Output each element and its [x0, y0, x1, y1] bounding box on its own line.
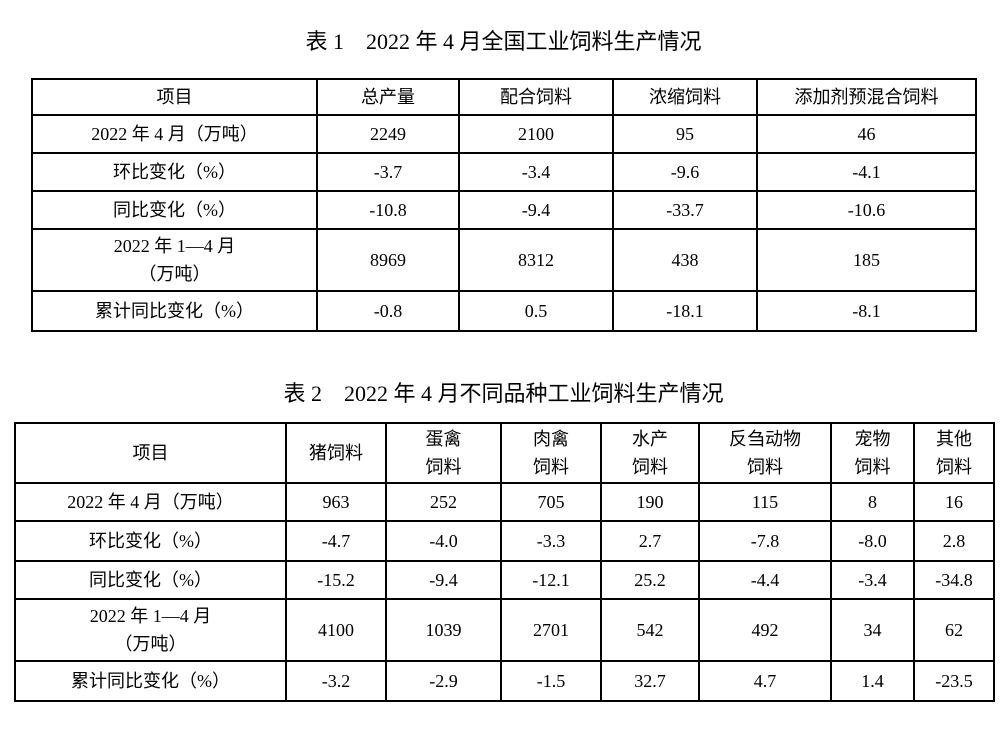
data-cell: 8: [830, 482, 915, 522]
data-cell: -3.2: [285, 660, 387, 702]
column-header: 蛋禽 饲料: [385, 422, 502, 484]
table-row: 累计同比变化（%） -3.2 -2.9 -1.5 32.7 4.7 1.4 -2…: [14, 660, 995, 702]
data-cell: -10.6: [756, 190, 977, 230]
row-label: 同比变化（%）: [31, 190, 318, 230]
data-cell: 95: [612, 114, 758, 154]
data-cell: -9.4: [385, 560, 502, 600]
table-row: 环比变化（%） -4.7 -4.0 -3.3 2.7 -7.8 -8.0 2.8: [14, 520, 995, 562]
data-cell: -7.8: [698, 520, 832, 562]
data-cell: 46: [756, 114, 977, 154]
data-cell: -8.1: [756, 290, 977, 332]
table-row: 同比变化（%） -15.2 -9.4 -12.1 25.2 -4.4 -3.4 …: [14, 560, 995, 600]
table-row: 累计同比变化（%） -0.8 0.5 -18.1 -8.1: [31, 290, 977, 332]
data-cell: -3.4: [830, 560, 915, 600]
data-cell: 2701: [500, 598, 602, 662]
data-cell: 492: [698, 598, 832, 662]
column-header: 浓缩饲料: [612, 78, 758, 116]
column-header: 其他 饲料: [913, 422, 995, 484]
data-cell: 963: [285, 482, 387, 522]
column-header: 配合饲料: [458, 78, 614, 116]
data-cell: 2100: [458, 114, 614, 154]
data-cell: -4.7: [285, 520, 387, 562]
row-label: 2022 年 1—4 月 （万吨）: [14, 598, 287, 662]
data-cell: 4.7: [698, 660, 832, 702]
data-cell: -18.1: [612, 290, 758, 332]
table-row: 环比变化（%） -3.7 -3.4 -9.6 -4.1: [31, 152, 977, 192]
data-cell: -1.5: [500, 660, 602, 702]
table2-header-row: 项目 猪饲料 蛋禽 饲料 肉禽 饲料 水产 饲料 反刍动物 饲料 宠物 饲料 其…: [14, 422, 995, 484]
data-cell: -3.7: [316, 152, 460, 192]
table1: 项目 总产量 配合饲料 浓缩饲料 添加剂预混合饲料 2022 年 4 月（万吨）…: [31, 78, 977, 332]
row-label: 2022 年 4 月（万吨）: [14, 482, 287, 522]
row-label: 累计同比变化（%）: [31, 290, 318, 332]
column-header: 肉禽 饲料: [500, 422, 602, 484]
data-cell: 252: [385, 482, 502, 522]
data-cell: -15.2: [285, 560, 387, 600]
data-cell: 62: [913, 598, 995, 662]
data-cell: -8.0: [830, 520, 915, 562]
data-cell: 34: [830, 598, 915, 662]
data-cell: -9.4: [458, 190, 614, 230]
data-cell: 705: [500, 482, 602, 522]
row-label: 2022 年 1—4 月 （万吨）: [31, 228, 318, 292]
column-header: 添加剂预混合饲料: [756, 78, 977, 116]
table-row: 2022 年 1—4 月 （万吨） 8969 8312 438 185: [31, 228, 977, 292]
data-cell: -3.3: [500, 520, 602, 562]
data-cell: 1.4: [830, 660, 915, 702]
data-cell: 32.7: [600, 660, 700, 702]
data-cell: -12.1: [500, 560, 602, 600]
table-row: 2022 年 4 月（万吨） 963 252 705 190 115 8 16: [14, 482, 995, 522]
data-cell: -9.6: [612, 152, 758, 192]
data-cell: -4.0: [385, 520, 502, 562]
data-cell: 8969: [316, 228, 460, 292]
column-header: 宠物 饲料: [830, 422, 915, 484]
data-cell: -33.7: [612, 190, 758, 230]
table2-title: 表 2 2022 年 4 月不同品种工业饲料生产情况: [283, 381, 724, 406]
table1-header-row: 项目 总产量 配合饲料 浓缩饲料 添加剂预混合饲料: [31, 78, 977, 116]
data-cell: -2.9: [385, 660, 502, 702]
data-cell: 2249: [316, 114, 460, 154]
row-label: 累计同比变化（%）: [14, 660, 287, 702]
data-cell: 115: [698, 482, 832, 522]
data-cell: -10.8: [316, 190, 460, 230]
data-cell: -34.8: [913, 560, 995, 600]
column-header: 反刍动物 饲料: [698, 422, 832, 484]
data-cell: 185: [756, 228, 977, 292]
data-cell: 2.7: [600, 520, 700, 562]
data-cell: -3.4: [458, 152, 614, 192]
table1-title: 表 1 2022 年 4 月全国工业饲料生产情况: [305, 29, 702, 54]
data-cell: -23.5: [913, 660, 995, 702]
row-label: 同比变化（%）: [14, 560, 287, 600]
table-row: 2022 年 4 月（万吨） 2249 2100 95 46: [31, 114, 977, 154]
table2: 项目 猪饲料 蛋禽 饲料 肉禽 饲料 水产 饲料 反刍动物 饲料 宠物 饲料 其…: [14, 422, 995, 702]
data-cell: -4.1: [756, 152, 977, 192]
column-header: 项目: [14, 422, 287, 484]
row-label: 环比变化（%）: [31, 152, 318, 192]
data-cell: -0.8: [316, 290, 460, 332]
data-cell: 25.2: [600, 560, 700, 600]
data-cell: 0.5: [458, 290, 614, 332]
column-header: 猪饲料: [285, 422, 387, 484]
data-cell: 8312: [458, 228, 614, 292]
data-cell: 190: [600, 482, 700, 522]
data-cell: 438: [612, 228, 758, 292]
column-header: 项目: [31, 78, 318, 116]
column-header: 总产量: [316, 78, 460, 116]
column-header: 水产 饲料: [600, 422, 700, 484]
table-row: 同比变化（%） -10.8 -9.4 -33.7 -10.6: [31, 190, 977, 230]
table-row: 2022 年 1—4 月 （万吨） 4100 1039 2701 542 492…: [14, 598, 995, 662]
data-cell: 16: [913, 482, 995, 522]
data-cell: 4100: [285, 598, 387, 662]
data-cell: 1039: [385, 598, 502, 662]
data-cell: -4.4: [698, 560, 832, 600]
row-label: 环比变化（%）: [14, 520, 287, 562]
row-label: 2022 年 4 月（万吨）: [31, 114, 318, 154]
data-cell: 2.8: [913, 520, 995, 562]
data-cell: 542: [600, 598, 700, 662]
